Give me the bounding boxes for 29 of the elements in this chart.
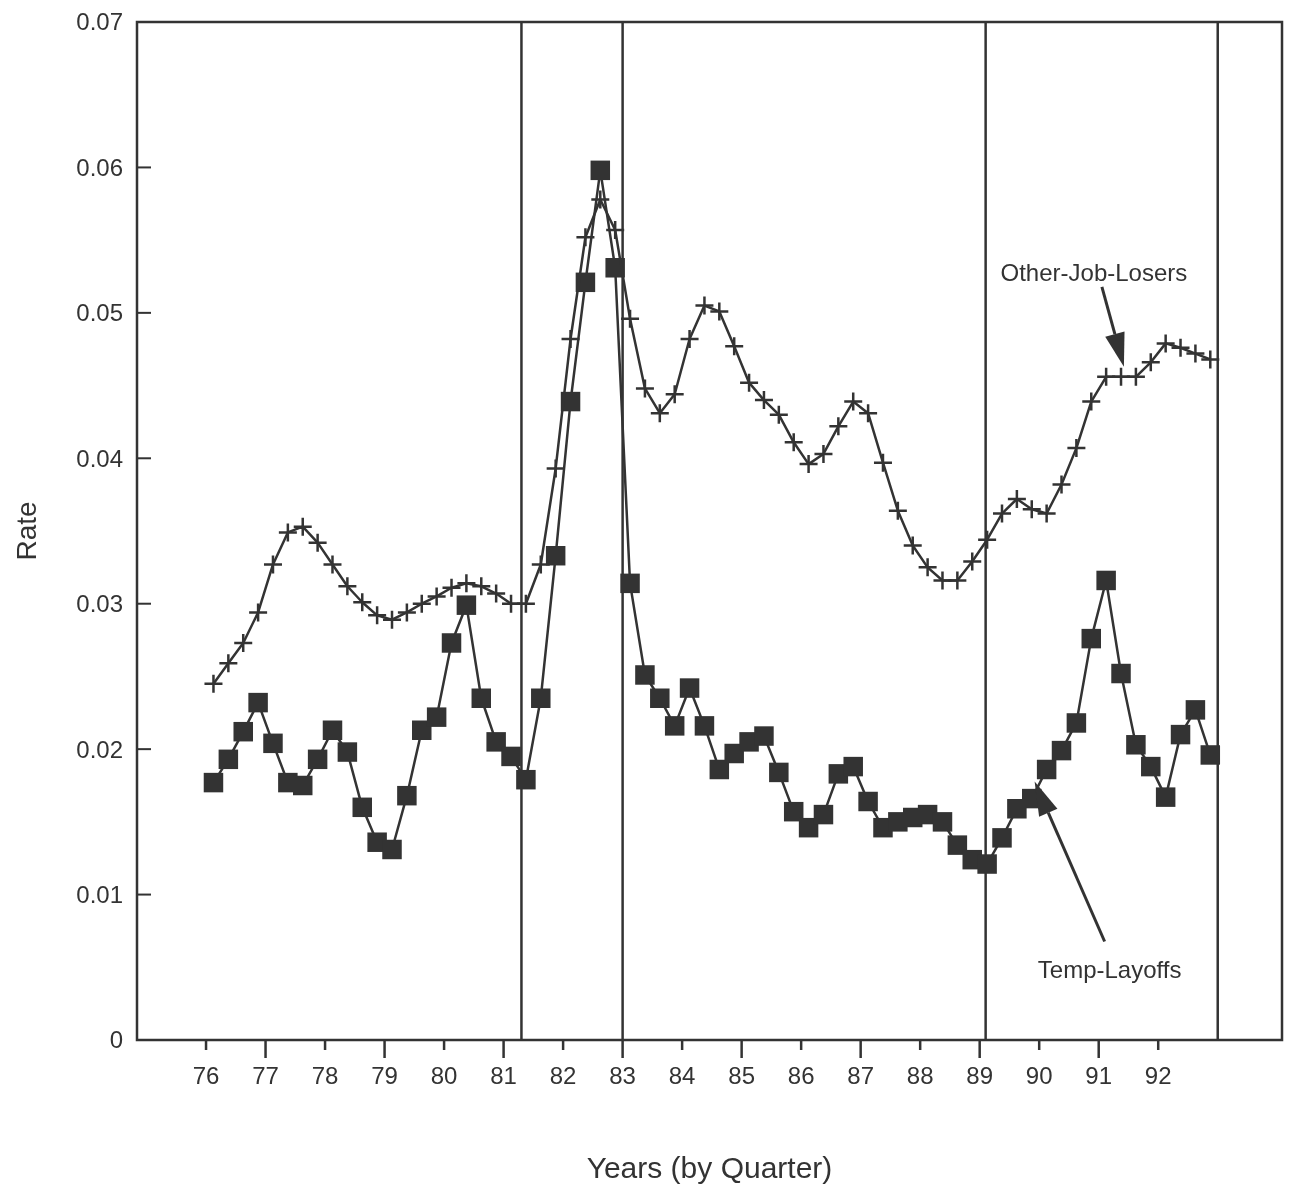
x-tick-label: 76: [192, 1062, 220, 1089]
text: Temp-Layoffs: [1037, 955, 1182, 983]
x-tick-label: 86: [787, 1062, 815, 1089]
x-tick-label: 83: [609, 1062, 636, 1089]
x-tick-label: 88: [906, 1062, 934, 1089]
x-tick-label: 77: [252, 1062, 279, 1089]
y-tick-label: 0.04: [76, 444, 123, 472]
x-tick-label: 84: [668, 1062, 696, 1089]
y-tick-label: 0.02: [76, 735, 123, 763]
x-tick-label: 79: [371, 1062, 398, 1089]
x-tick-label: 82: [549, 1062, 577, 1089]
y-tick-label: 0.03: [76, 590, 123, 618]
x-tick-label: 81: [490, 1062, 517, 1089]
y-tick-label: 0.05: [76, 299, 123, 327]
x-tick-label: 80: [430, 1062, 458, 1089]
y-tick-label: 0.01: [76, 880, 123, 908]
y-tick-label: 0: [109, 1026, 123, 1054]
x-tick-label: 89: [966, 1062, 994, 1089]
x-tick-label: 85: [728, 1062, 755, 1089]
x-axis-title: Years (by Quarter): [586, 1151, 833, 1184]
x-tick-label: 87: [847, 1062, 875, 1089]
x-tick-label: 91: [1085, 1062, 1113, 1089]
x-tick-label: 92: [1144, 1062, 1172, 1089]
y-tick-label: 0.06: [76, 153, 123, 181]
y-tick-label: 0.07: [76, 8, 123, 36]
x-tick-label: 78: [311, 1062, 339, 1089]
y-axis-title: Rate: [11, 501, 42, 561]
text: Other-Job-Losers: [1000, 258, 1188, 286]
x-tick-label: 90: [1025, 1062, 1053, 1089]
